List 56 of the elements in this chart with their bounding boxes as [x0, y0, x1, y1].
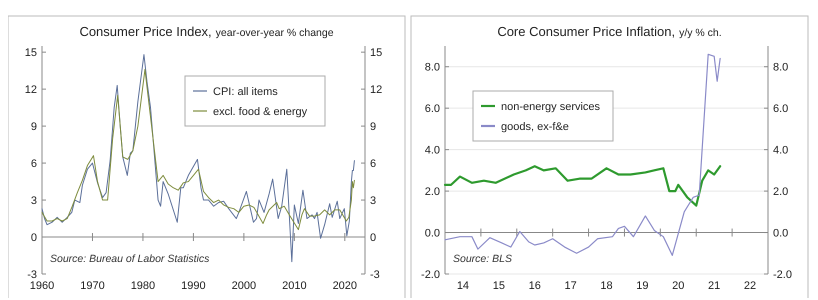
chart-title: Consumer Price Index, [79, 24, 212, 39]
x-tick-label: 2010 [282, 280, 307, 292]
y-tick-label: 3 [30, 194, 37, 207]
chart-title: Core Consumer Price Inflation, [497, 24, 676, 39]
annotation: Source: BLS [453, 253, 512, 265]
y-tick-label: 0 [30, 232, 37, 244]
y2-tick-label: 0 [370, 232, 376, 244]
y-tick-label: 12 [24, 84, 37, 96]
y-tick-label: -3 [27, 268, 37, 281]
line-series [42, 68, 355, 230]
legend-label: non-energy services [501, 100, 601, 113]
line-series [42, 54, 355, 262]
y-tick-label: 0.0 [424, 227, 440, 240]
y-tick-label: 8.0 [424, 62, 440, 74]
x-tick-label: 1960 [30, 280, 54, 292]
y2-tick-label: 9 [370, 120, 376, 133]
y2-tick-label: 6.0 [773, 103, 788, 116]
y2-tick-label: 4.0 [773, 144, 788, 156]
y2-tick-label: 0.0 [773, 227, 788, 240]
y2-tick-label: 15 [370, 47, 382, 60]
y2-tick-label: 8.0 [773, 62, 788, 74]
y-tick-label: 9 [30, 120, 37, 133]
y2-tick-label: 12 [370, 84, 382, 96]
x-tick-label: 2020 [332, 280, 358, 292]
chart-subtitle: year-over-year % change [216, 27, 334, 39]
x-tick-label: 18 [600, 280, 613, 292]
x-tick-label: 21 [708, 280, 720, 292]
x-tick-label: 17 [564, 280, 577, 292]
legend-label: CPI: all items [213, 86, 278, 98]
x-tick-label: 14 [456, 280, 470, 292]
x-tick-label: 2000 [232, 280, 256, 292]
legend-label: goods, ex-f&e [501, 120, 569, 133]
x-tick-label: 1990 [181, 280, 206, 292]
x-tick-label: 1980 [130, 280, 156, 292]
annotation: Source: Bureau of Labor Statistics [50, 253, 210, 265]
x-tick-label: 15 [492, 280, 505, 292]
x-tick-label: 1970 [80, 280, 105, 292]
chart-subtitle: y/y % ch. [679, 27, 722, 39]
y2-tick-label: 3 [370, 194, 376, 207]
x-tick-label: 16 [528, 280, 541, 292]
x-tick-label: 22 [744, 280, 756, 292]
y-tick-label: 2.0 [424, 186, 440, 198]
x-tick-label: 20 [672, 280, 684, 292]
y2-tick-label: -3 [370, 268, 380, 281]
y-tick-label: 4.0 [424, 144, 440, 156]
line-series [444, 54, 721, 256]
y-tick-label: 6 [30, 158, 37, 170]
y-tick-label: -2.0 [421, 268, 440, 281]
x-tick-label: 19 [636, 280, 649, 292]
legend-label: excl. food & energy [213, 106, 308, 118]
y2-tick-label: -2.0 [773, 268, 792, 281]
line-series [444, 165, 722, 207]
y2-tick-label: 2.0 [773, 186, 788, 198]
y-tick-label: 6.0 [424, 103, 440, 116]
y2-tick-label: 6 [370, 158, 376, 170]
y-tick-label: 15 [24, 47, 37, 60]
